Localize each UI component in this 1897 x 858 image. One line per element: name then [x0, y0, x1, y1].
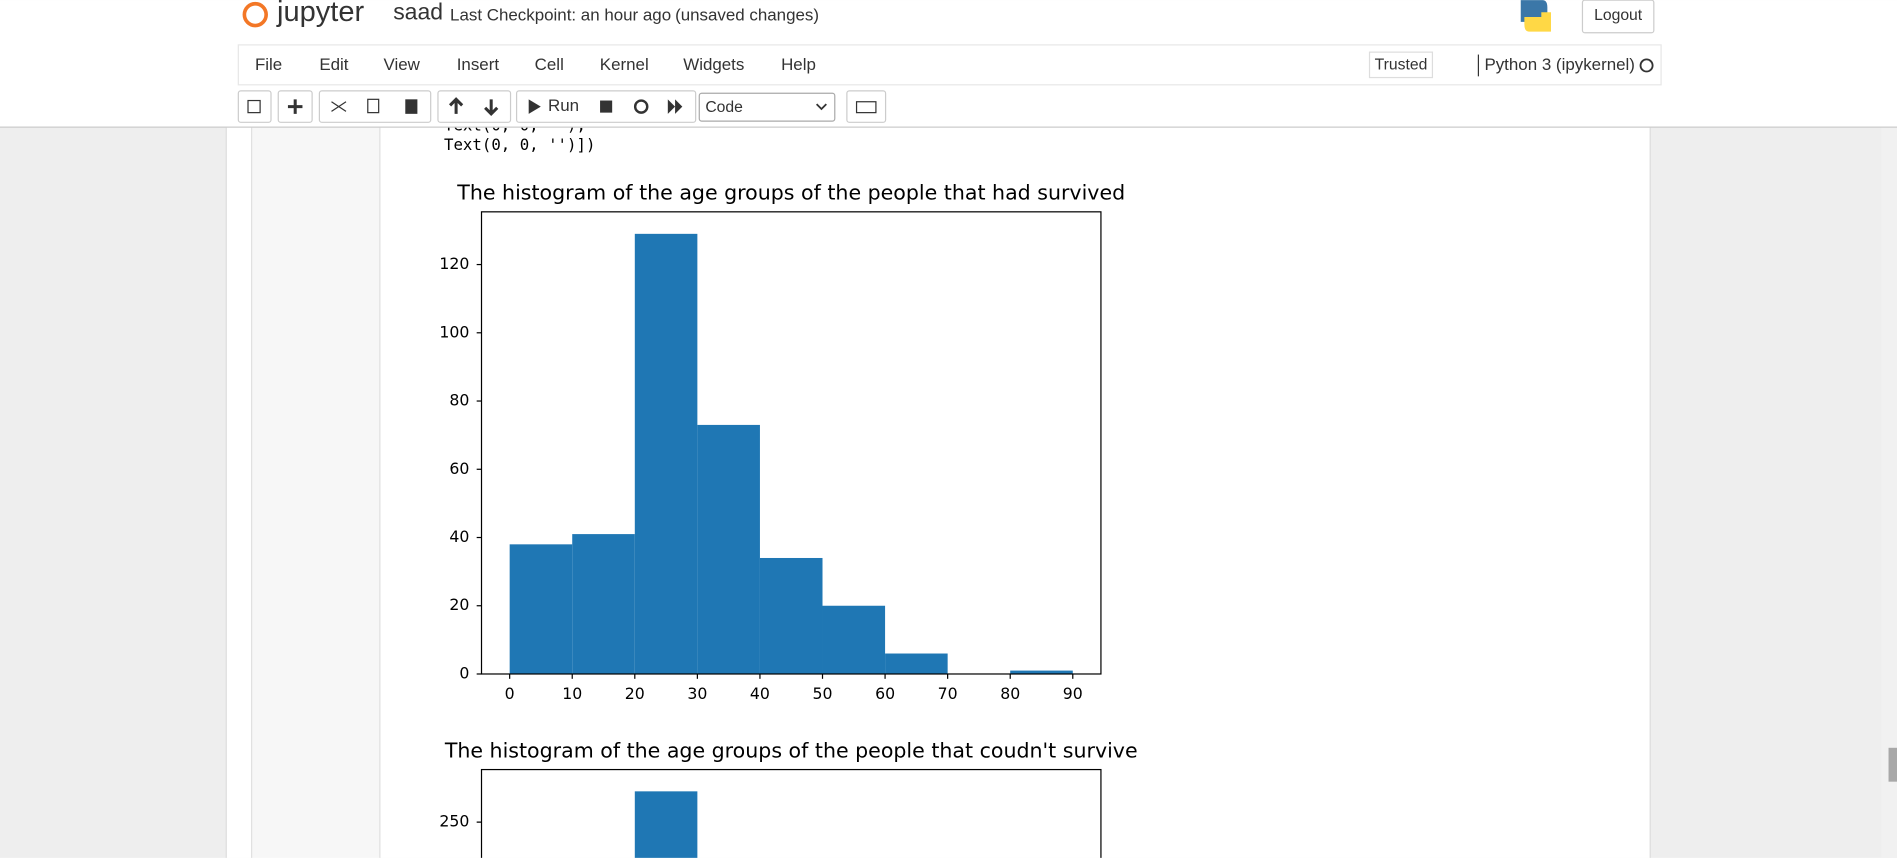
bar: [822, 605, 886, 674]
edit-buttons[interactable]: [318, 90, 432, 123]
y-tick-label: 120: [439, 254, 469, 273]
x-tick-label: 50: [812, 684, 832, 703]
save-status: (unsaved changes): [675, 5, 819, 24]
x-tick-label: 10: [562, 684, 582, 703]
kernel-indicator: [1639, 58, 1654, 73]
menu-item[interactable]: Help: [781, 55, 816, 74]
x-tick-label: 80: [1000, 684, 1020, 703]
menu-item[interactable]: Insert: [457, 55, 500, 74]
bar: [759, 557, 823, 674]
menubar: [237, 44, 1662, 86]
scrollbar[interactable]: [1881, 127, 1897, 858]
y-tick-label: 40: [449, 527, 469, 546]
axes-frame: [480, 768, 1102, 858]
icon: [633, 99, 649, 114]
menu: File Edit View Insert Cell Kernel Widgets Help: [255, 55, 816, 74]
bar: [572, 534, 635, 674]
menu-item[interactable]: Edit: [319, 55, 348, 74]
output-text: Text(0, 0, '')]): [444, 135, 595, 154]
cell-type-select[interactable]: [698, 92, 836, 122]
y-tick-label: 100: [439, 322, 469, 341]
y-tick-label: 0: [459, 663, 469, 682]
save-button[interactable]: [237, 90, 272, 123]
charts: The histogram of the age groups of the p…: [439, 181, 1138, 858]
icon: [448, 97, 499, 116]
bar: [1010, 670, 1073, 674]
chart-title: The histogram of the age groups of the p…: [444, 738, 1138, 762]
trusted[interactable]: Trusted: [1375, 57, 1428, 74]
menu-item[interactable]: Widgets: [683, 55, 744, 74]
run-label[interactable]: Run: [548, 96, 579, 115]
x-tick-label: 40: [750, 684, 770, 703]
checkpoint: Last Checkpoint: an hour ago: [450, 5, 671, 24]
cell-type[interactable]: Code: [705, 99, 743, 116]
x-tick-label: 0: [505, 684, 515, 703]
jupyter-icon[interactable]: [242, 1, 268, 28]
icon: [528, 99, 541, 114]
x-tick-label: 20: [625, 684, 645, 703]
menu-item[interactable]: Kernel: [600, 55, 649, 74]
y-tick-label: 60: [449, 459, 469, 478]
notebook-name[interactable]: saad: [393, 0, 443, 25]
x-tick-label: 90: [1063, 684, 1083, 703]
menu-item[interactable]: View: [383, 55, 420, 74]
python-logo: [1524, 12, 1551, 32]
cell-prompt-area: [251, 127, 380, 858]
menu-item[interactable]: File: [255, 55, 282, 74]
x-tick-label: 70: [938, 684, 958, 703]
output-text: Text(0, 0, ''),: [444, 115, 586, 134]
bar: [885, 653, 948, 674]
bar: [509, 544, 573, 674]
keyboard-button[interactable]: [846, 90, 887, 123]
notebook-container: [226, 127, 1651, 858]
icon: [855, 101, 877, 114]
icon: [287, 99, 303, 114]
icon: [405, 99, 418, 114]
icon: [815, 103, 827, 111]
axes-frame: [480, 211, 1102, 675]
icon: [367, 98, 380, 114]
icon: [600, 100, 613, 113]
y-tick-label: 20: [449, 595, 469, 614]
logout-button[interactable]: [1581, 0, 1655, 34]
icon: [667, 99, 683, 114]
chart-title: The histogram of the age groups of the p…: [456, 181, 1125, 205]
bar: [634, 233, 698, 674]
chart: The histogram of the age groups of the p…: [439, 181, 1125, 703]
toolbar: Run Code: [237, 90, 887, 123]
icon: [247, 99, 261, 114]
kernel-name[interactable]: Python 3 (ipykernel): [1484, 55, 1635, 74]
icon: [331, 101, 347, 112]
bar: [634, 791, 698, 858]
trusted-badge[interactable]: [1368, 51, 1434, 79]
menu-item[interactable]: Cell: [535, 55, 564, 74]
y-tick-label: 250: [439, 812, 469, 831]
logout-label[interactable]: Logout: [1594, 7, 1643, 24]
python-logo: [1520, 0, 1548, 22]
move-buttons[interactable]: [437, 90, 512, 123]
output-area: Text(0, 0, ''), Text(0, 0, '')]) The his…: [439, 115, 1138, 858]
x-tick-label: 60: [875, 684, 895, 703]
y-tick-label: 80: [449, 391, 469, 410]
x-tick-label: 30: [687, 684, 707, 703]
bar: [697, 424, 760, 674]
chart: The histogram of the age groups of the p…: [439, 738, 1138, 858]
scrollbar-thumb[interactable]: [1888, 747, 1897, 782]
logo[interactable]: jupyter: [276, 0, 364, 28]
